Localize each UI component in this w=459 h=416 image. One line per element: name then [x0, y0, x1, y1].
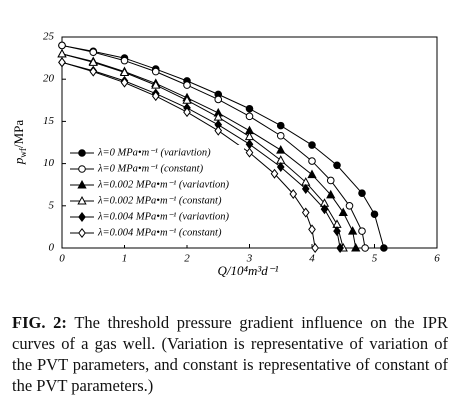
marker	[276, 131, 285, 140]
marker	[276, 161, 285, 173]
marker	[57, 48, 67, 58]
marker	[338, 207, 348, 217]
series-line	[61, 61, 341, 249]
marker	[120, 56, 129, 65]
legend-marker	[78, 165, 86, 173]
x-tick-label: 0	[59, 253, 65, 265]
marker	[183, 81, 191, 89]
legend-label: λ=0 MPa•m⁻¹ (variavtion)	[97, 147, 211, 158]
marker	[308, 224, 316, 235]
legend-label: λ=0.002 MPa•m⁻¹ (constant)	[97, 195, 222, 206]
caption-text: The threshold pressure gradient influenc…	[12, 313, 448, 395]
x-tick-label: 1	[122, 253, 128, 265]
legend-marker	[77, 179, 87, 189]
y-tick-label: 15	[43, 115, 55, 127]
y-axis-label: pwf/MPa	[11, 120, 28, 165]
caption: FIG. 2: The threshold pressure gradient …	[12, 312, 448, 396]
marker	[320, 204, 329, 215]
marker	[347, 226, 358, 235]
legend-marker	[77, 195, 87, 205]
legend-label: λ=0 MPa•m⁻¹ (constant)	[97, 163, 204, 174]
marker	[311, 242, 319, 254]
marker	[58, 41, 66, 50]
marker	[326, 189, 336, 199]
legend-label: λ=0.004 MPa•m⁻¹ (constant)	[97, 227, 222, 238]
legend-marker	[78, 149, 86, 157]
legend-marker	[78, 211, 86, 223]
marker	[289, 188, 298, 200]
caption-label: FIG. 2:	[12, 313, 67, 332]
marker	[276, 121, 285, 130]
marker	[88, 57, 98, 66]
marker	[120, 77, 129, 88]
marker	[214, 125, 223, 136]
marker	[301, 183, 310, 194]
marker	[245, 104, 254, 113]
y-tick-label: 10	[43, 157, 55, 169]
y-tick-label: 5	[49, 199, 55, 211]
legend-marker	[78, 227, 86, 239]
marker	[336, 242, 344, 254]
x-tick-label: 4	[309, 253, 315, 265]
x-axis-label: Q/10⁴m³d⁻¹	[217, 263, 278, 278]
x-tick-label: 6	[434, 253, 440, 265]
marker	[333, 161, 341, 170]
marker	[361, 244, 369, 252]
legend-label: λ=0.002 MPa•m⁻¹ (variavtion)	[97, 179, 230, 190]
marker	[270, 168, 279, 179]
series-line	[61, 53, 344, 249]
y-axis-label-unit: /MPa	[11, 120, 26, 148]
marker	[151, 91, 160, 102]
x-tick-label: 5	[372, 253, 378, 265]
x-tick-label: 3	[246, 253, 253, 265]
marker	[58, 57, 66, 68]
marker	[151, 80, 161, 89]
y-tick-label: 0	[49, 242, 55, 254]
x-tick-label: 2	[184, 253, 190, 265]
y-axis-label-sub: wf	[18, 148, 28, 158]
marker	[119, 67, 130, 76]
marker	[308, 141, 316, 149]
marker	[351, 242, 361, 252]
chart: Q/10⁴m³d⁻¹ pwf/MPa 0 1 2 3 4 5 6 0 5 10 15 20 25 λ=0 …	[11, 31, 440, 278]
marker	[370, 210, 379, 219]
marker	[307, 169, 317, 179]
marker	[245, 112, 254, 121]
marker	[308, 157, 316, 165]
marker	[89, 66, 98, 77]
marker	[380, 244, 388, 252]
marker	[276, 145, 286, 154]
y-tick-label: 20	[43, 73, 55, 85]
marker	[301, 207, 310, 218]
y-tick-label: 25	[43, 31, 55, 43]
y-axis-label-main: p	[11, 157, 26, 165]
marker	[326, 176, 335, 185]
marker	[89, 48, 98, 56]
marker	[333, 226, 341, 237]
marker	[358, 189, 366, 197]
marker	[214, 95, 223, 104]
marker	[245, 139, 254, 150]
marker	[151, 67, 160, 76]
legend-label: λ=0.004 MPa•m⁻¹ (variavtion)	[97, 211, 230, 222]
legend-box	[66, 145, 244, 245]
marker	[345, 202, 354, 210]
marker	[358, 227, 366, 235]
marker	[183, 107, 191, 118]
marker	[245, 147, 254, 158]
